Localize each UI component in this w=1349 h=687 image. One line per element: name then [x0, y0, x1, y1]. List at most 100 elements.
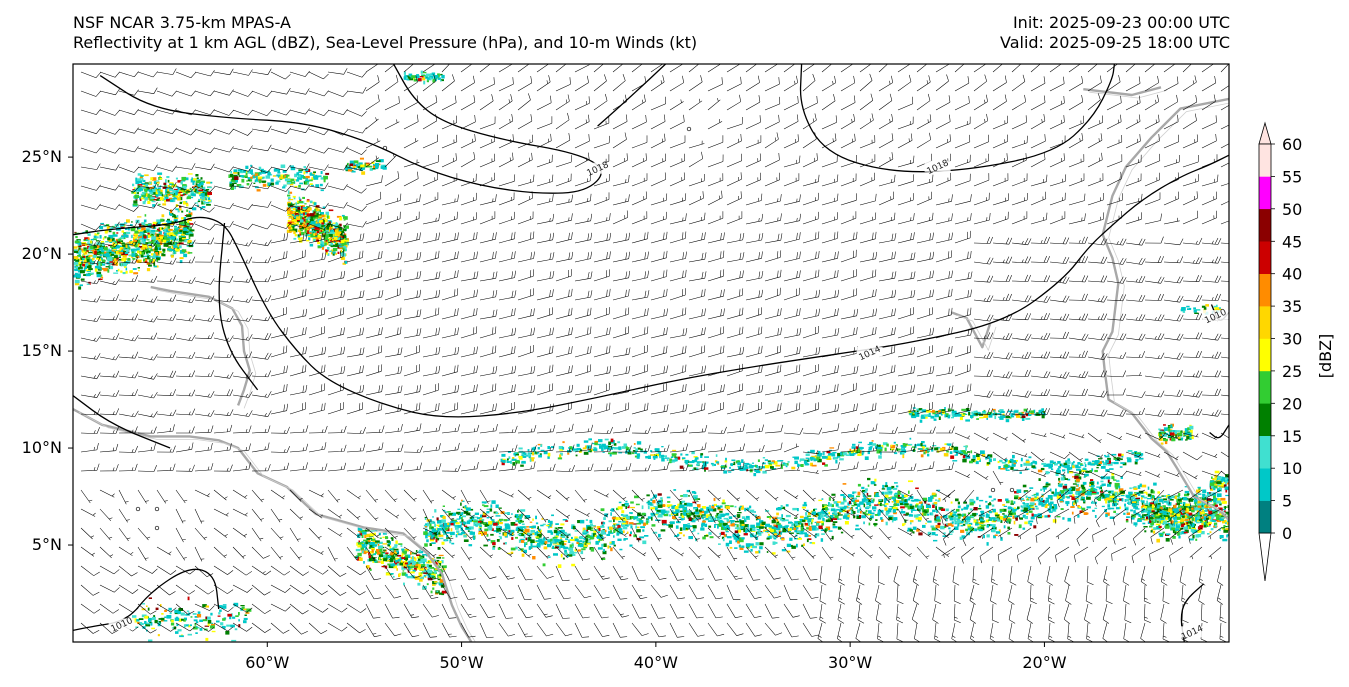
itcz-echo: [1058, 480, 1061, 483]
itcz-echo: [602, 550, 607, 555]
itcz-echo: [1074, 475, 1079, 480]
itcz-echo: [503, 519, 508, 522]
itcz-echo: [873, 510, 876, 512]
itcz-echo: [993, 498, 996, 501]
itcz-echo: [709, 513, 712, 516]
itcz-echo: [940, 525, 945, 530]
itcz-echo: [773, 524, 777, 526]
itcz-echo: [756, 528, 761, 531]
itcz-echo: [1082, 499, 1086, 502]
itcz-echo: [769, 528, 774, 533]
itcz-echo: [828, 530, 833, 532]
itcz-echo: [822, 462, 826, 465]
itcz-echo: [567, 554, 573, 557]
northeast-echo: [339, 245, 344, 250]
itcz-echo: [741, 506, 744, 510]
itcz-echo: [679, 527, 683, 531]
itcz-echo: [875, 519, 878, 521]
itcz-echo: [921, 508, 924, 512]
itcz-echo: [856, 503, 861, 507]
itcz-echo: [1113, 510, 1116, 513]
itcz-echo: [678, 506, 681, 508]
caribbean-echo: [162, 250, 166, 253]
caribbean-echo: [133, 233, 138, 236]
itcz-echo: [451, 542, 455, 545]
itcz-echo: [560, 544, 563, 548]
itcz-echo: [588, 539, 591, 541]
itcz-echo: [1040, 488, 1043, 491]
itcz-echo: [1041, 412, 1046, 416]
northeast-echo: [341, 214, 345, 217]
itcz-echo: [713, 497, 716, 502]
caribbean-echo: [119, 248, 122, 252]
itcz-echo: [871, 499, 874, 503]
caribbean-echo: [137, 267, 140, 269]
itcz-echo: [905, 512, 909, 516]
itcz-echo: [743, 528, 746, 533]
caribbean-echo: [85, 269, 91, 272]
caribbean-echo: [127, 257, 131, 261]
itcz-echo: [755, 531, 758, 535]
itcz-echo: [828, 497, 831, 501]
caribbean-echo: [130, 248, 134, 252]
itcz-echo: [1100, 476, 1106, 480]
caribbean-echo: [183, 217, 187, 221]
itcz-echo: [759, 542, 764, 546]
itcz-echo: [1113, 479, 1117, 481]
itcz-echo: [506, 461, 511, 463]
itcz-echo: [947, 523, 952, 526]
itcz-echo: [512, 457, 515, 460]
caribbean-echo: [142, 179, 146, 183]
itcz-echo: [598, 439, 603, 443]
itcz-echo: [693, 491, 697, 495]
caribbean-echo: [125, 261, 130, 264]
itcz-echo: [617, 538, 622, 541]
itcz-echo: [627, 505, 630, 509]
itcz-echo: [450, 520, 455, 525]
itcz-echo: [822, 510, 828, 513]
itcz-echo: [901, 452, 905, 455]
itcz-echo: [460, 532, 466, 535]
itcz-echo: [1035, 413, 1041, 416]
itcz-echo: [758, 532, 762, 536]
itcz-echo: [647, 502, 653, 506]
itcz-echo: [684, 502, 687, 505]
itcz-echo: [478, 528, 481, 531]
itcz-echo: [1071, 462, 1074, 466]
itcz-echo: [603, 446, 606, 450]
caribbean-echo: [167, 185, 171, 188]
caribbean-echo: [159, 177, 163, 180]
caribbean-echo: [182, 227, 188, 231]
itcz-echo: [730, 520, 733, 524]
itcz-echo: [702, 462, 707, 467]
itcz-echo: [720, 520, 724, 523]
itcz-echo: [430, 520, 435, 524]
caribbean-echo: [114, 241, 118, 244]
itcz-echo: [529, 457, 534, 462]
itcz-echo: [953, 446, 959, 451]
itcz-echo: [656, 503, 661, 506]
itcz-echo: [708, 525, 712, 528]
itcz-echo: [1047, 495, 1053, 499]
itcz-echo: [629, 534, 632, 537]
itcz-echo: [1207, 494, 1210, 497]
northeast-echo: [330, 249, 334, 252]
itcz-echo: [949, 517, 954, 521]
caribbean-echo: [88, 252, 93, 254]
itcz-echo: [789, 544, 793, 547]
caribbean-echo: [96, 256, 101, 260]
itcz-echo: [897, 490, 901, 495]
itcz-echo: [671, 511, 677, 514]
itcz-echo: [863, 521, 865, 525]
itcz-echo: [739, 537, 742, 540]
itcz-echo: [562, 441, 565, 444]
itcz-echo: [971, 411, 974, 415]
itcz-echo: [1053, 504, 1057, 506]
itcz-echo: [694, 458, 698, 463]
itcz-echo: [499, 518, 504, 521]
caribbean-echo: [111, 249, 116, 253]
itcz-echo: [566, 547, 571, 550]
itcz-echo: [1123, 512, 1126, 515]
itcz-echo: [792, 456, 797, 458]
